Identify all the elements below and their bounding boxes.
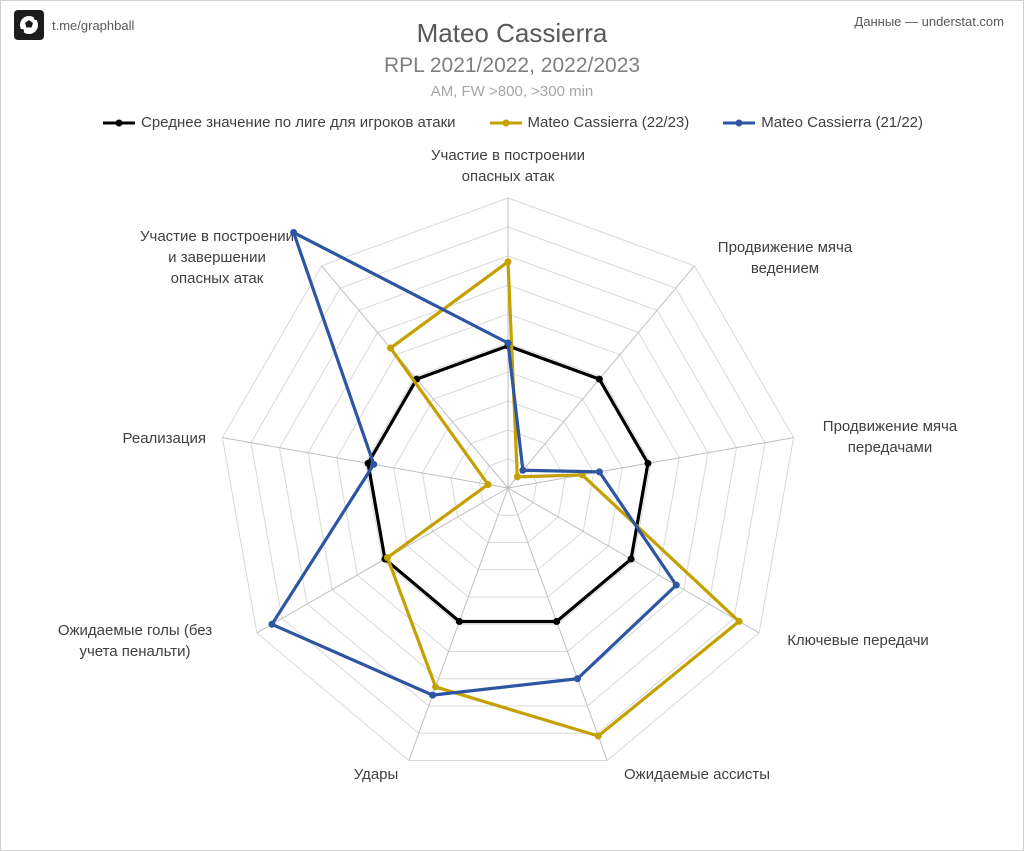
chart-subtitle: RPL 2021/2022, 2022/2023 [383, 54, 641, 77]
legend: Среднее значение по лиге для игроков ата… [0, 114, 1024, 131]
grid-ring [421, 400, 595, 571]
series-point-0 [627, 555, 635, 563]
series-point-2 [268, 620, 276, 628]
series-point-2 [504, 339, 512, 347]
axis-label-line: Продвижение мяча [718, 239, 853, 256]
grid-ring [393, 371, 623, 598]
axis-label: Ключевые передачи [787, 632, 929, 649]
series-point-1 [735, 617, 743, 625]
grid-ring [478, 458, 538, 516]
axis-label-line: опасных атак [171, 270, 264, 287]
series-point-2 [672, 581, 680, 589]
axis-label: Участие в построении и завершении опасных … [140, 228, 294, 287]
axis-label-line: опасных атак [462, 168, 555, 185]
series-point-0 [644, 459, 652, 467]
legend-label-league-average: Среднее значение по лиге для игроков ата… [141, 114, 456, 131]
series-point-1 [513, 473, 521, 481]
axis-label: Продвижение мяча ведением [718, 239, 853, 277]
series-point-1 [594, 732, 602, 740]
series-point-2 [573, 675, 581, 683]
series-line-1 [385, 260, 741, 738]
chart-filter-note: AM, FW >800, >300 min [430, 83, 594, 100]
series-line-0 [366, 344, 650, 624]
legend-item-season-2122: Mateo Cassierra (21/22) [721, 114, 923, 131]
series-point-1 [432, 683, 440, 691]
axis-label: Реализация [123, 430, 206, 447]
graphball-logo-icon [14, 10, 44, 40]
legend-item-league-average: Среднее значение по лиге для игроков ата… [101, 114, 456, 131]
legend-swatch-league-average [103, 119, 135, 126]
axis-label-line: Ожидаемые голы (без [58, 622, 212, 639]
axis-label-line: Удары [354, 766, 399, 783]
series-point-1 [387, 344, 395, 352]
series-point-1 [504, 258, 512, 266]
grid-ring [364, 342, 652, 625]
axis-label-line: ведением [751, 260, 819, 277]
axis-label-line: передачами [848, 439, 932, 456]
series-point-1 [578, 471, 586, 479]
series-point-2 [370, 460, 378, 468]
grid-ring [221, 197, 795, 762]
legend-swatch-season-2223 [489, 119, 522, 126]
data-source: Данные — understat.com [854, 14, 1004, 29]
axis-label-line: и завершении [168, 249, 266, 266]
series-point-2 [519, 466, 527, 474]
legend-label-season-2122: Mateo Cassierra (21/22) [761, 114, 923, 131]
legend-item-season-2223: Mateo Cassierra (22/23) [488, 114, 690, 131]
axis-label: Участие в построении опасных атак [431, 147, 585, 185]
series-point-0 [595, 375, 603, 383]
series-line-2 [270, 230, 678, 697]
series-point-1 [383, 554, 391, 562]
series-point-2 [290, 229, 298, 237]
series-point-0 [455, 618, 463, 626]
grid-ring [336, 313, 680, 653]
axis-label-line: Ключевые передачи [787, 632, 929, 649]
axis-label-line: Продвижение мяча [823, 418, 958, 435]
grid-ring [307, 284, 709, 680]
brand: t.me/graphball [14, 10, 134, 40]
axis-label-line: Ожидаемые ассисты [624, 766, 770, 783]
axis-label-line: Участие в построении [431, 147, 585, 164]
axis-label-line: учета пенальти) [79, 643, 190, 660]
legend-swatch-season-2122 [723, 119, 756, 126]
legend-label-season-2223: Mateo Cassierra (22/23) [527, 114, 690, 131]
brand-text[interactable]: t.me/graphball [52, 17, 135, 33]
grid-ring [279, 255, 737, 707]
grid-ring [250, 226, 766, 734]
chart-title: Mateo Cassierra [416, 18, 608, 48]
series-point-2 [429, 691, 437, 699]
series-point-0 [553, 618, 561, 626]
axis-label: Ожидаемые ассисты [624, 766, 770, 783]
series-point-1 [484, 480, 492, 488]
axis-label: Удары [354, 766, 399, 783]
axis-label: Ожидаемые голы (без учета пенальти) [58, 622, 212, 660]
axis-label-line: Участие в построении [140, 228, 294, 245]
series-point-0 [364, 459, 372, 467]
grid-ring [450, 429, 566, 544]
axis-label: Продвижение мяча передачами [823, 418, 958, 456]
axis-label-line: Реализация [123, 430, 206, 447]
series-point-2 [595, 468, 603, 476]
